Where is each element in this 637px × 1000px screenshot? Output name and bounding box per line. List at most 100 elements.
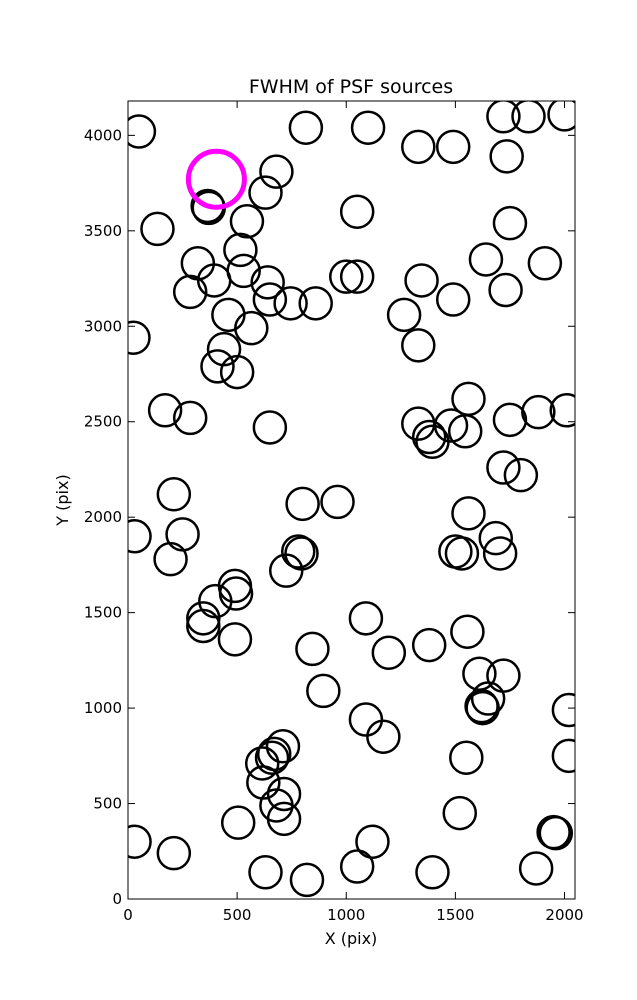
psf-source-marker (527, 246, 563, 281)
psf-source-marker (451, 496, 486, 531)
psf-source-marker (551, 692, 575, 728)
psf-source-marker (355, 824, 390, 859)
psf-source-marker (234, 310, 269, 346)
psf-source-marker (444, 536, 480, 571)
psf-source-marker (339, 849, 375, 884)
psf-source-marker (433, 408, 469, 443)
psf-source-marker (547, 101, 575, 132)
psf-source-marker (551, 738, 575, 774)
psf-source-marker (153, 541, 188, 577)
psf-source-marker (306, 673, 341, 709)
psf-source-marker (295, 631, 330, 667)
psf-source-marker (350, 110, 386, 145)
psf-source-marker (219, 354, 255, 390)
psf-source-marker (220, 805, 256, 840)
axes-layer: 0 500 1000 1500 2000 0 500 1000 1500 2000 2500 3000… (84, 100, 584, 924)
x-tick-label: 0 (123, 906, 133, 924)
psf-source-marker (538, 815, 574, 851)
y-tick-label: 3000 (84, 317, 122, 335)
psf-source-marker (147, 393, 183, 428)
chart-title: FWHM of PSF sources (249, 76, 453, 98)
psf-source-marker (549, 393, 575, 428)
psf-source-marker (401, 129, 436, 165)
psf-source-marker (488, 272, 523, 308)
psf-source-marker (450, 614, 485, 649)
y-tick-label: 500 (93, 795, 122, 813)
psf-source-marker (503, 457, 539, 493)
psf-source-marker (386, 297, 422, 333)
psf-source-marker (217, 622, 253, 657)
y-tick-label: 3500 (84, 222, 122, 240)
psf-source-marker (186, 601, 221, 636)
psf-source-marker (518, 851, 554, 886)
marker-layer (128, 101, 575, 898)
psf-source-marker (259, 154, 294, 189)
psf-source-marker (521, 394, 556, 430)
psf-source-marker (435, 282, 471, 317)
psf-source-marker (492, 205, 528, 241)
psf-source-marker (252, 410, 288, 445)
psf-source-marker (401, 328, 436, 363)
x-tick-label: 500 (223, 906, 252, 924)
psf-source-marker (447, 414, 483, 449)
psf-source-marker (320, 484, 355, 520)
psf-source-marker (250, 265, 285, 300)
psf-source-marker (289, 862, 325, 898)
psf-source-marker (140, 211, 175, 247)
psf-source-marker (468, 242, 504, 277)
psf-source-marker (128, 114, 157, 149)
plot-background (128, 101, 575, 899)
y-tick-label: 2000 (84, 508, 122, 526)
psf-source-marker (128, 320, 151, 355)
x-tick-label: 1000 (327, 906, 365, 924)
x-tick-label: 1500 (436, 906, 474, 924)
plot-frame (127, 100, 576, 900)
psf-source-marker (226, 253, 261, 289)
psf-source-marker (172, 274, 208, 310)
x-axis-label: X (pix) (325, 929, 378, 948)
psf-source-marker (156, 477, 192, 512)
psf-source-marker (248, 855, 283, 890)
psf-source-marker (366, 719, 401, 754)
psf-source-marker (411, 419, 447, 455)
y-tick-label: 1500 (84, 604, 122, 622)
psf-source-marker (482, 536, 518, 571)
highlighted-source-marker (185, 148, 247, 210)
psf-source-marker (492, 402, 528, 438)
y-tick-label: 1000 (84, 699, 122, 717)
psf-source-marker (265, 729, 301, 764)
psf-source-marker (266, 776, 302, 812)
psf-source-marker (411, 627, 447, 663)
psf-source-marker (186, 608, 221, 644)
psf-source-marker (470, 681, 506, 716)
psf-source-marker (415, 855, 450, 890)
psf-source-marker (266, 801, 302, 837)
psf-source-marker (339, 259, 375, 294)
psf-source-marker (442, 795, 478, 831)
psf-source-marker (371, 635, 407, 670)
psf-source-marker (229, 204, 265, 239)
psf-source-marker (128, 824, 152, 859)
psf-source-marker (200, 349, 235, 384)
psf-source-marker (244, 746, 280, 781)
psf-source-marker (348, 601, 384, 636)
psf-source-marker (280, 534, 316, 569)
plot-area (128, 101, 575, 899)
psf-source-marker (489, 139, 524, 174)
psf-source-marker (486, 101, 521, 134)
psf-source-marker (273, 286, 308, 321)
psf-source-marker (268, 553, 304, 588)
psf-source-marker (254, 740, 290, 775)
psf-source-marker (223, 232, 258, 268)
psf-source-marker (156, 835, 192, 871)
psf-source-marker (298, 286, 333, 321)
y-axis-label: Y (pix) (53, 474, 72, 526)
y-tick-label: 4000 (84, 126, 122, 144)
y-tick-label: 0 (112, 890, 122, 908)
psf-source-marker (288, 110, 324, 145)
psf-source-marker (339, 194, 375, 229)
psf-source-marker (172, 400, 208, 436)
psf-source-marker (248, 175, 283, 210)
psf-source-marker (285, 486, 320, 522)
